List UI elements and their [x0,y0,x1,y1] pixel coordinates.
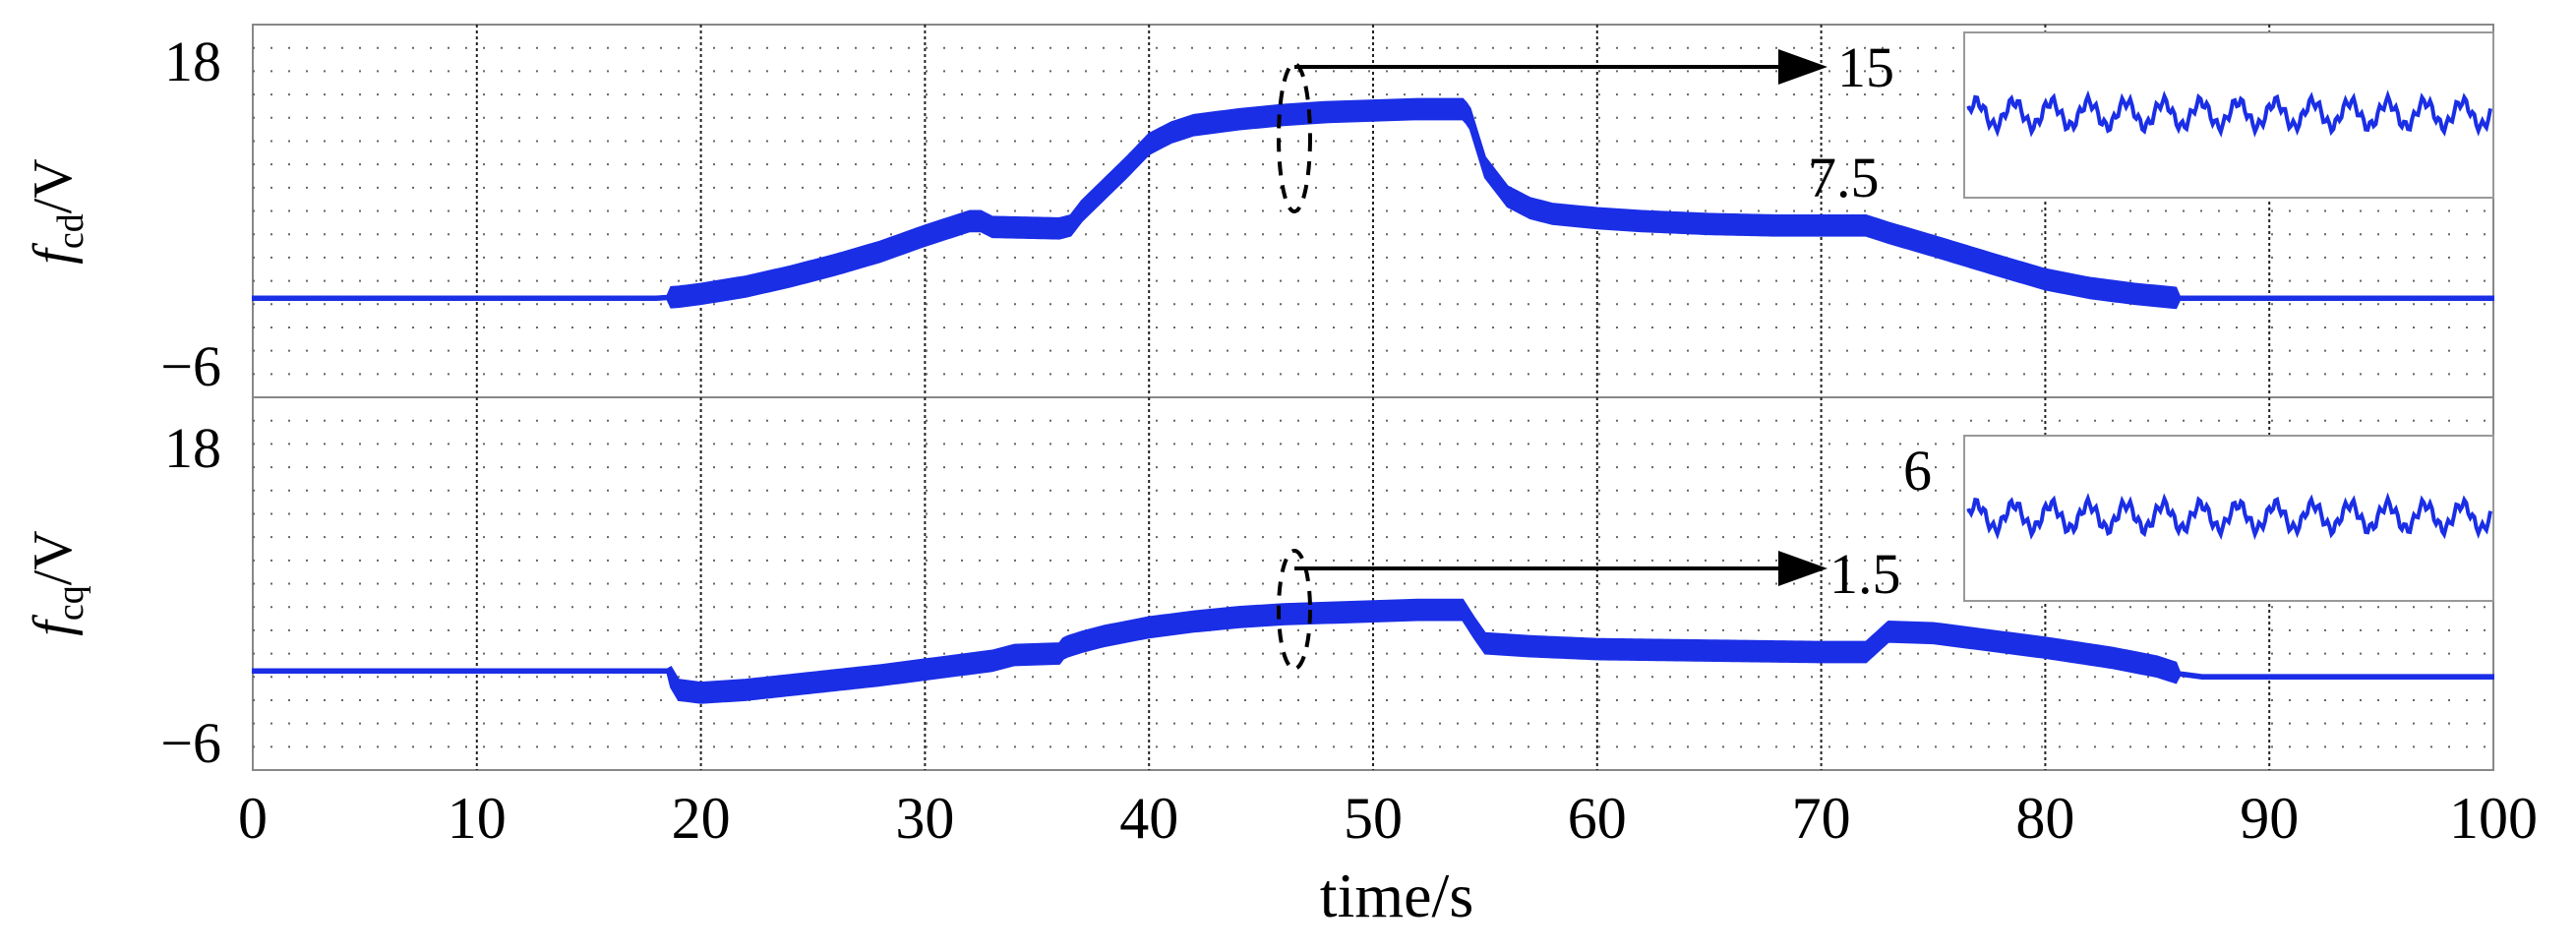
top-grid [253,25,2493,397]
bottom-zoom-arrowhead [1778,551,1827,586]
x-tick-label: 20 [672,786,731,851]
top-series [252,97,2494,310]
x-axis-label: time/s [1320,861,1473,930]
bottom-grid [253,397,2493,770]
bottom-ylabel-unit: /V [23,530,84,585]
bottom-ylabel: fcq/V [23,530,91,635]
top-ytick-max: 18 [164,30,221,93]
x-tick-label: 70 [1792,786,1851,851]
bottom-series [252,598,2494,704]
x-tick-label: 10 [448,786,507,851]
top-zoom-arrowhead [1778,49,1827,85]
top-ylabel-sub: cd [50,213,91,249]
x-tick-label: 80 [2015,786,2074,851]
bottom-inset-trace [1966,492,2492,541]
x-tick-label: 0 [238,786,268,851]
bottom-ytick-max: 18 [164,416,221,480]
x-axis-ticks: 0 10 20 30 40 50 60 70 80 90 100 [238,786,2538,851]
inset-trace-line [1966,89,2492,138]
x-tick-label: 50 [1344,786,1403,851]
top-inset-ylabel-high: 15 [1837,35,1894,99]
series-band [252,598,2494,704]
top-panel: 18 −6 fcd/V 15 7.5 [23,24,2494,398]
x-tick-label: 90 [2240,786,2299,851]
inset-trace-line [1966,492,2492,541]
bottom-inset-ylabel-low: 1.5 [1829,542,1901,606]
bottom-inset-ylabel-high: 6 [1903,439,1932,503]
top-ytick-min: −6 [160,334,221,398]
top-ylabel: fcd/V [23,158,91,264]
bottom-zoom-ellipse [1277,549,1312,671]
x-tick-label: 100 [2449,786,2538,851]
x-tick-label: 60 [1568,786,1627,851]
bottom-ylabel-sub: cq [50,585,91,621]
bottom-panel: 18 −6 fcq/V 6 1.5 [23,396,2494,775]
x-tick-label: 30 [895,786,954,851]
series-band [252,97,2494,310]
x-tick-label: 40 [1119,786,1178,851]
top-zoom-ellipse [1277,62,1312,213]
top-ylabel-unit: /V [23,158,84,213]
top-inset-trace [1966,89,2492,138]
top-inset-ylabel-low: 7.5 [1808,146,1880,209]
bottom-ytick-min: −6 [160,711,221,775]
